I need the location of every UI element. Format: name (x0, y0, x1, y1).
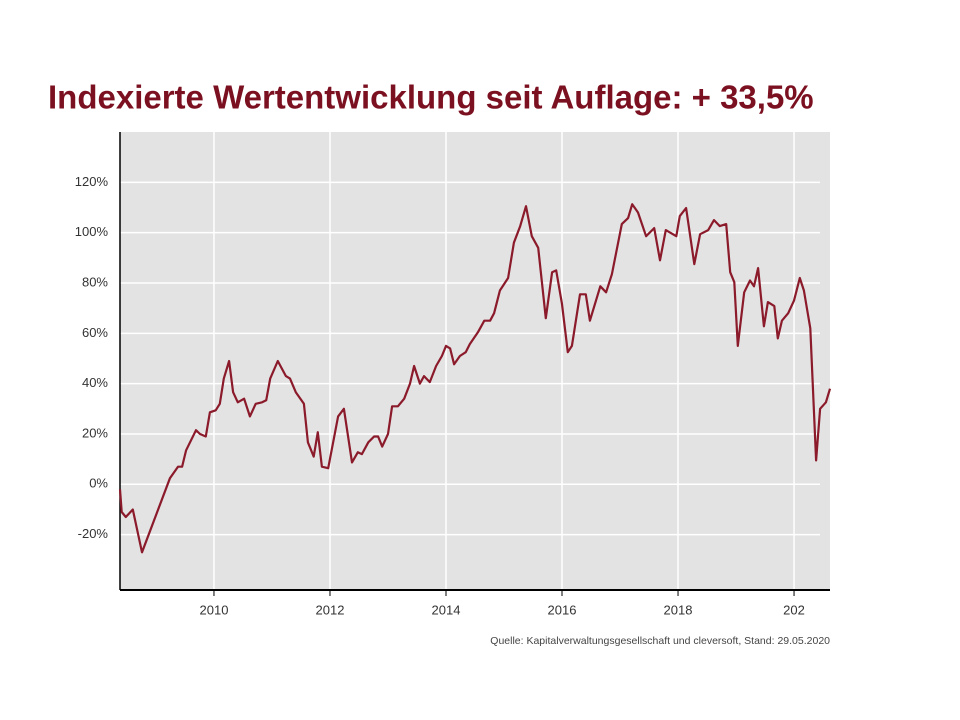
y-tick-label: 80% (82, 274, 108, 289)
x-tick-label: 2014 (432, 602, 461, 617)
plot-area (120, 132, 830, 590)
x-tick-label: 2012 (316, 602, 345, 617)
x-tick-label: 2010 (200, 602, 229, 617)
y-tick-label: 40% (82, 375, 108, 390)
chart-title: Indexierte Wertentwicklung seit Auflage:… (48, 79, 814, 116)
y-tick-label: 0% (89, 476, 108, 491)
y-tick-label: 60% (82, 325, 108, 340)
x-tick-label: 2018 (664, 602, 693, 617)
y-tick-label: 20% (82, 425, 108, 440)
y-tick-label: 100% (75, 224, 109, 239)
x-tick-label: 2016 (548, 602, 577, 617)
series-line (118, 203, 832, 554)
y-tick-label: -20% (78, 526, 109, 541)
y-tick-label: 120% (75, 174, 109, 189)
source-note: Quelle: Kapitalverwaltungsgesellschaft u… (490, 635, 830, 647)
x-tick-label: 202 (783, 602, 805, 617)
